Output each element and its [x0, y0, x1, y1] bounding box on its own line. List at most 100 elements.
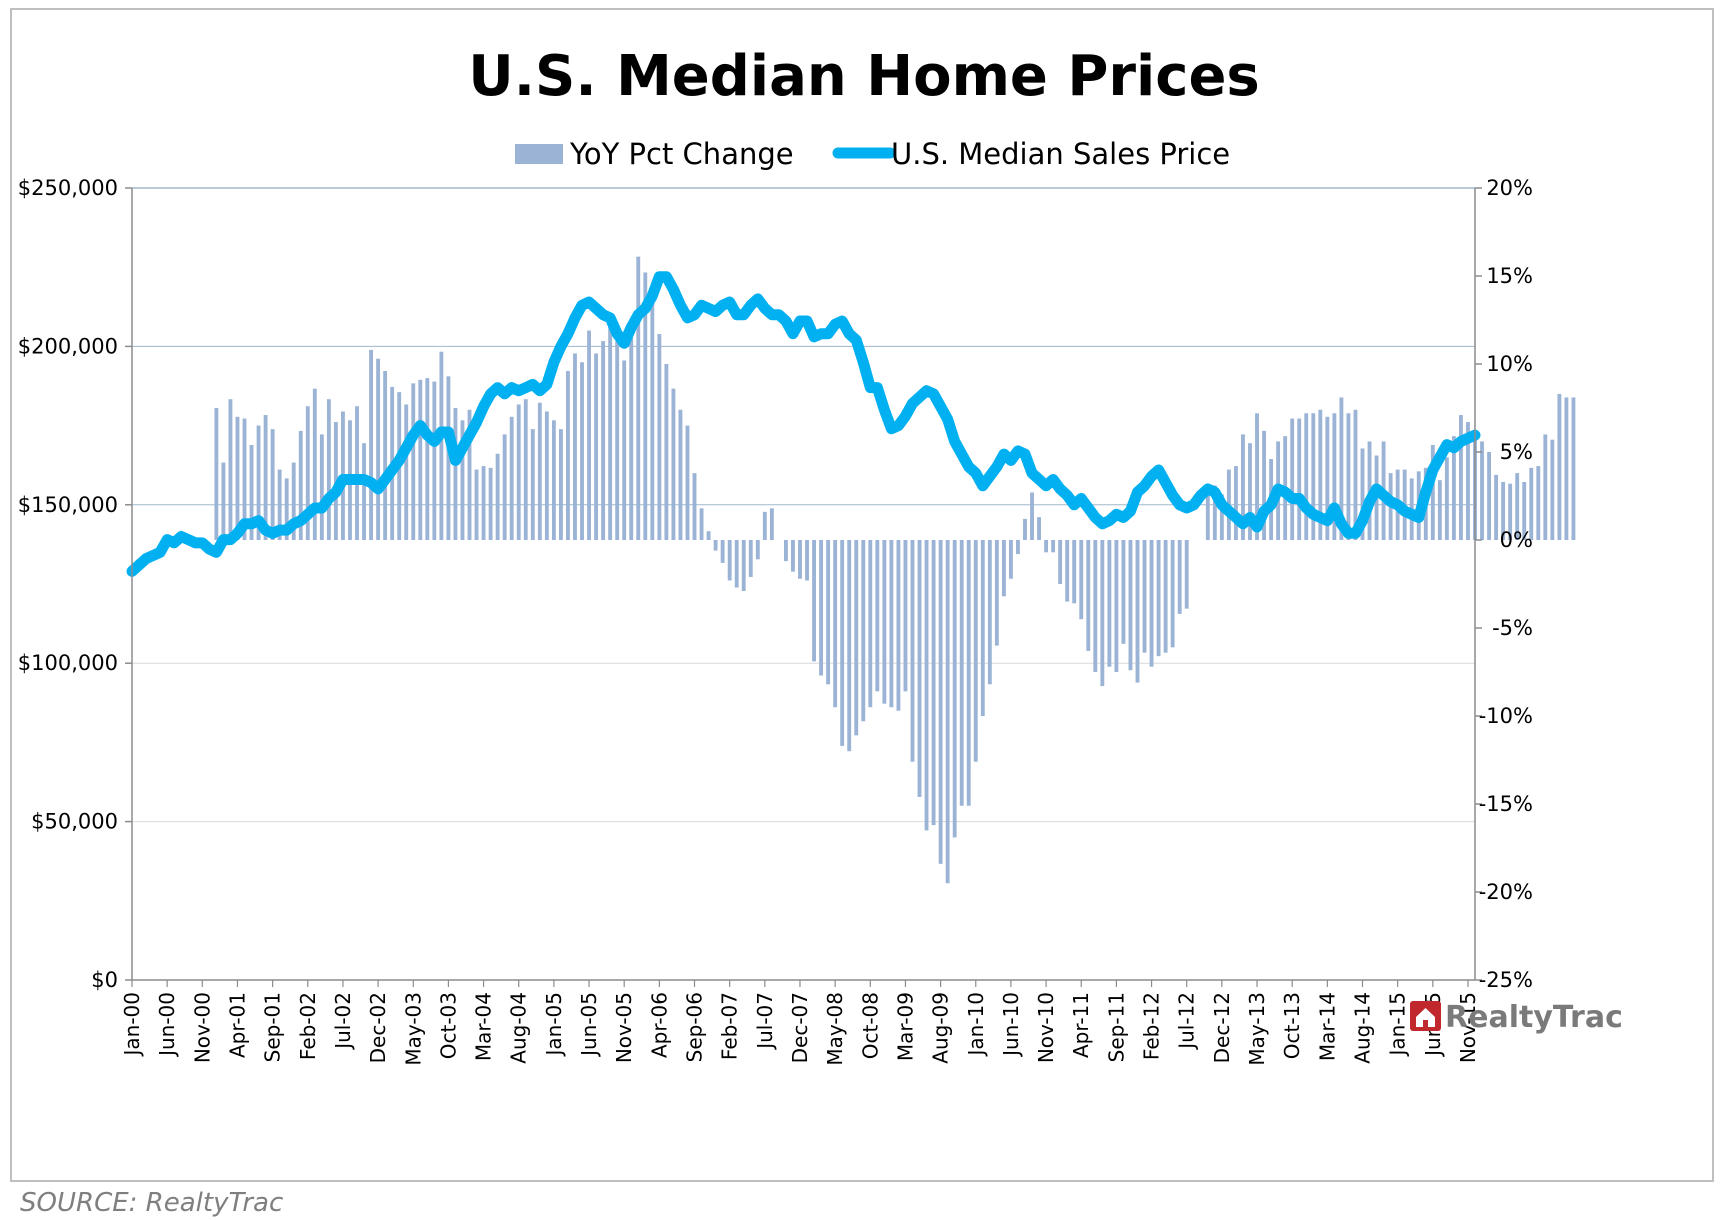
yoy-bar	[1430, 444, 1435, 540]
yoy-bar	[980, 540, 985, 716]
yoy-bar	[1008, 540, 1013, 579]
yoy-bar	[263, 415, 268, 540]
yoy-bar	[326, 399, 331, 540]
y-left-tick-label: $250,000	[18, 176, 118, 200]
x-tick-label: Jul-02	[331, 992, 355, 1051]
yoy-bar	[291, 462, 296, 540]
yoy-bar	[755, 540, 760, 560]
yoy-bar	[819, 540, 824, 676]
yoy-bar	[502, 434, 507, 540]
x-tick-label: Jan-05	[542, 992, 566, 1058]
x-tick-label: Nov-15	[1456, 992, 1480, 1063]
x-tick-label: Sep-06	[683, 992, 707, 1062]
yoy-bar	[1543, 434, 1548, 540]
yoy-bar	[1163, 540, 1168, 653]
y-right-tick-label: -15%	[1479, 792, 1533, 816]
y-right-tick-label: -25%	[1479, 968, 1533, 992]
yoy-bar	[453, 408, 458, 540]
yoy-bar	[875, 540, 880, 692]
yoy-bar	[713, 540, 718, 551]
yoy-bar	[1515, 473, 1520, 540]
yoy-bar	[727, 540, 732, 581]
yoy-bar	[1360, 448, 1365, 540]
yoy-bar	[622, 360, 627, 540]
x-tick-label: Mar-04	[472, 992, 496, 1061]
x-tick-label: Dec-12	[1210, 992, 1234, 1063]
legend: YoY Pct Change U.S. Median Sales Price	[515, 137, 1230, 171]
x-tick-label: Nov-05	[612, 992, 636, 1063]
yoy-bar	[277, 469, 282, 540]
x-tick-label: Feb-07	[718, 992, 742, 1060]
yoy-bar	[474, 469, 479, 540]
yoy-bar	[945, 540, 950, 884]
x-tick-label: Oct-03	[436, 992, 460, 1059]
yoy-bar	[1346, 413, 1351, 540]
yoy-bar	[1557, 393, 1562, 540]
x-tick-label: Apr-11	[1069, 992, 1093, 1058]
y-right-tick-label: -10%	[1479, 704, 1533, 728]
x-tick-label: May-13	[1245, 992, 1269, 1066]
yoy-bar	[544, 411, 549, 540]
yoy-bar	[537, 402, 542, 540]
yoy-bar	[854, 540, 859, 736]
yoy-bar	[1459, 415, 1463, 540]
yoy-bar	[523, 399, 528, 540]
yoy-bar	[425, 378, 430, 540]
yoy-bar	[812, 540, 816, 662]
x-tick-label: Dec-07	[788, 992, 812, 1063]
yoy-bar	[214, 408, 219, 540]
y-left-tick-label: $200,000	[18, 334, 118, 358]
yoy-bar	[783, 540, 788, 562]
yoy-bar	[284, 478, 289, 540]
yoy-bar	[769, 508, 774, 540]
yoy-bar	[699, 508, 704, 540]
yoy-bar	[1437, 480, 1442, 540]
x-tick-label: Mar-09	[894, 992, 918, 1061]
yoy-bar	[1311, 413, 1316, 540]
yoy-bar	[551, 420, 556, 540]
y-left-tick-label: $50,000	[31, 810, 118, 834]
yoy-bar	[1571, 397, 1576, 540]
yoy-bar	[924, 540, 929, 831]
x-tick-label: Sep-01	[261, 992, 285, 1062]
yoy-bar	[748, 540, 753, 577]
yoy-bar	[411, 383, 416, 540]
x-tick-label: Apr-01	[226, 992, 250, 1058]
y-right-tick-label: 15%	[1486, 264, 1533, 288]
x-tick-label: Jul-07	[753, 992, 777, 1051]
yoy-bar	[706, 531, 711, 540]
x-tick-label: Oct-13	[1280, 992, 1304, 1059]
x-tick-label: Oct-08	[858, 992, 882, 1059]
legend-bar-swatch	[515, 144, 563, 164]
yoy-bar	[601, 341, 606, 540]
yoy-bar	[1466, 422, 1470, 540]
source-note: SOURCE: RealtyTrac	[20, 1188, 284, 1218]
yoy-bar	[636, 256, 641, 540]
yoy-bar	[362, 443, 366, 540]
yoy-bar	[959, 540, 964, 806]
yoy-bar	[1480, 441, 1484, 540]
yoy-bar	[1135, 540, 1140, 683]
yoy-bar	[376, 358, 381, 540]
yoy-bar	[587, 330, 591, 540]
x-tick-label: Nov-10	[1034, 992, 1058, 1063]
yoy-bar	[1550, 439, 1555, 540]
yoy-bar	[1184, 540, 1189, 609]
yoy-bar	[1339, 397, 1344, 540]
yoy-bar	[1072, 540, 1077, 604]
y-right-tick-labels: -25% -20% -15% -10% -5% 0% 5% 10% 15% 20%	[1479, 176, 1533, 992]
yoy-bar	[910, 540, 915, 762]
yoy-bar	[1297, 418, 1302, 540]
yoy-bar	[664, 364, 669, 540]
yoy-bar	[1149, 540, 1154, 667]
yoy-bar	[1522, 481, 1527, 540]
yoy-bar	[1170, 540, 1175, 648]
x-tick-label: Jun-10	[999, 992, 1023, 1058]
yoy-bar	[439, 351, 444, 540]
yoy-bar	[1290, 418, 1295, 540]
yoy-bar	[1093, 540, 1098, 672]
x-tick-label: Feb-02	[296, 992, 320, 1060]
yoy-bar	[573, 353, 577, 540]
yoy-bar	[1332, 413, 1337, 540]
yoy-bar	[1205, 494, 1210, 540]
